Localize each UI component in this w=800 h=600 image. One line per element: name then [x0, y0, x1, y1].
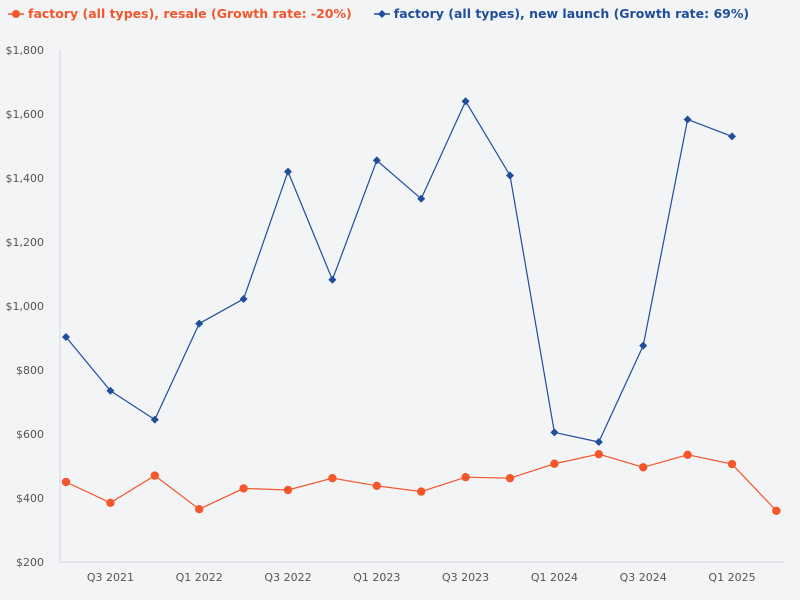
series-0-point	[61, 477, 71, 487]
y-tick-label: $1,600	[6, 108, 45, 121]
y-tick-label: $1,400	[6, 172, 45, 185]
y-tick-label: $1,200	[6, 236, 45, 249]
legend-circle-marker-icon	[8, 9, 24, 18]
series-line-1	[65, 99, 733, 443]
series-1-point	[594, 438, 603, 446]
series-0-point	[417, 487, 426, 496]
series-0-point	[283, 485, 293, 495]
x-tick-label: Q3 2022	[264, 571, 311, 584]
series-0-point	[328, 473, 337, 483]
series-1-point	[62, 333, 70, 342]
series-1-point	[550, 428, 559, 437]
x-tick-label: Q1 2025	[708, 571, 755, 584]
series-1-point	[372, 156, 381, 165]
series-0-point	[150, 471, 159, 480]
series-0-point	[505, 473, 515, 483]
series-1-point	[639, 341, 648, 350]
series-0-point	[550, 459, 559, 468]
series-1-point	[328, 275, 337, 284]
series-0-point	[683, 450, 692, 459]
series-0-point	[239, 484, 248, 493]
series-1-point	[461, 97, 470, 106]
series-1-point	[506, 171, 514, 180]
series-line-0	[65, 453, 777, 512]
x-tick-label: Q3 2021	[87, 571, 134, 584]
y-tick-label: $600	[16, 428, 44, 441]
series-0-point	[727, 459, 737, 469]
series-0-point	[639, 463, 648, 472]
series-0-point	[594, 449, 603, 459]
legend: factory (all types), resale (Growth rate…	[8, 6, 749, 21]
legend-label-new-launch: factory (all types), new launch (Growth …	[393, 6, 750, 21]
series-1-point	[195, 319, 204, 328]
series-0-point	[195, 505, 204, 514]
series-0-point	[106, 498, 115, 507]
x-tick-label: Q1 2023	[353, 571, 400, 584]
series-0-point	[461, 473, 470, 482]
x-tick-label: Q1 2024	[531, 571, 578, 584]
y-tick-label: $400	[16, 492, 44, 505]
series-1-point	[284, 167, 292, 176]
legend-label-resale: factory (all types), resale (Growth rate…	[28, 6, 352, 21]
x-tick-label: Q3 2023	[442, 571, 489, 584]
series-1-point	[683, 115, 692, 124]
x-tick-label: Q3 2024	[620, 571, 667, 584]
y-tick-label: $200	[16, 556, 44, 569]
y-tick-label: $800	[16, 364, 44, 377]
y-tick-label: $1,000	[6, 300, 45, 313]
series-1-point	[150, 415, 159, 424]
legend-item-new-launch[interactable]: factory (all types), new launch (Growth …	[373, 6, 750, 21]
legend-diamond-marker-icon	[373, 9, 390, 18]
x-tick-label: Q1 2022	[176, 571, 223, 584]
series-1-point	[728, 132, 736, 141]
series-1-point	[239, 294, 248, 303]
series-1-point	[106, 386, 115, 395]
series-0-point	[372, 481, 381, 491]
y-tick-label: $1,800	[6, 44, 45, 57]
legend-item-resale[interactable]: factory (all types), resale (Growth rate…	[8, 6, 352, 21]
series-0-point	[772, 506, 781, 515]
series-1-point	[417, 194, 426, 203]
